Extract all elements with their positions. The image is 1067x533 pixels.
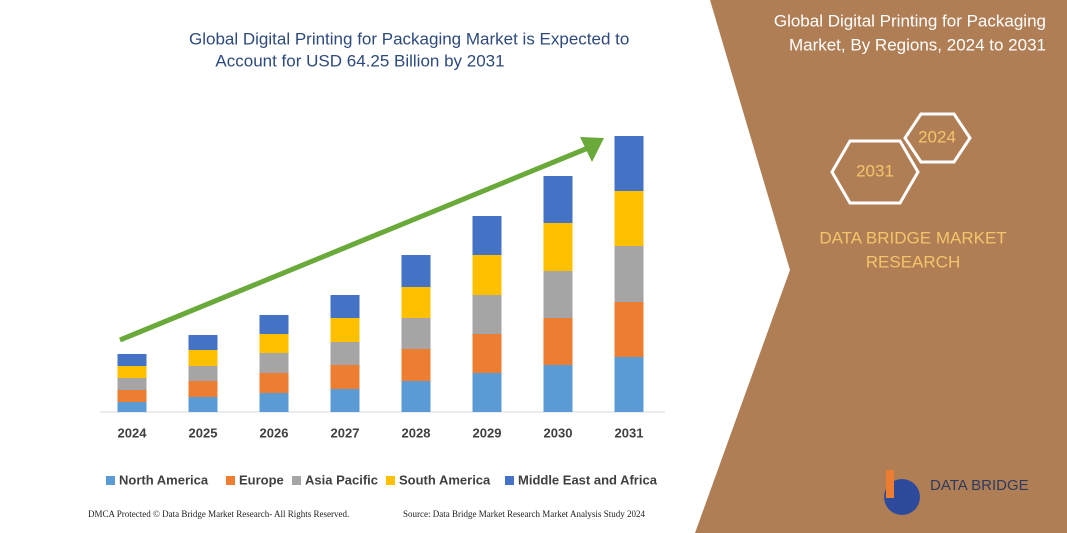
bar-segment bbox=[188, 350, 218, 366]
bar-segment bbox=[259, 334, 289, 353]
hexagon bbox=[830, 139, 920, 205]
bar-segment bbox=[188, 397, 218, 412]
hex-label: 2031 bbox=[856, 161, 894, 180]
legend-swatch bbox=[505, 476, 514, 485]
bar-segment bbox=[401, 349, 431, 381]
bar-segment bbox=[543, 176, 573, 223]
side-title: Market, By Regions, 2024 to 2031 bbox=[789, 35, 1046, 54]
bar-segment bbox=[330, 365, 360, 389]
bar-segment bbox=[117, 390, 147, 402]
footer-right: Source: Data Bridge Market Research Mark… bbox=[403, 509, 645, 519]
bar-segment bbox=[188, 335, 218, 350]
bar-segment bbox=[472, 334, 502, 373]
x-tick-label: 2030 bbox=[544, 425, 573, 440]
bar-segment bbox=[401, 287, 431, 318]
bar-segment bbox=[472, 373, 502, 412]
legend-swatch bbox=[292, 476, 301, 485]
x-tick-label: 2027 bbox=[331, 425, 360, 440]
legend-label: Middle East and Africa bbox=[518, 472, 658, 487]
x-tick-label: 2024 bbox=[118, 425, 148, 440]
footer-left: DMCA Protected © Data Bridge Market Rese… bbox=[88, 509, 349, 519]
brand: RESEARCH bbox=[866, 252, 960, 271]
bar-segment bbox=[543, 223, 573, 271]
bar-segment bbox=[117, 378, 147, 390]
bar-segment bbox=[614, 357, 644, 412]
legend-label: South America bbox=[399, 472, 491, 487]
bar-segment bbox=[330, 318, 360, 342]
bar-segment bbox=[330, 342, 360, 365]
bar-segment bbox=[259, 373, 289, 393]
bar-segment bbox=[472, 255, 502, 295]
legend-label: Europe bbox=[239, 472, 284, 487]
bar-segment bbox=[188, 381, 218, 397]
bar-segment bbox=[472, 216, 502, 255]
legend-label: North America bbox=[119, 472, 209, 487]
x-tick-label: 2031 bbox=[615, 425, 644, 440]
legend-swatch bbox=[226, 476, 235, 485]
bar-segment bbox=[472, 295, 502, 334]
logo-text: DATA BRIDGE bbox=[930, 477, 1029, 494]
bar-segment bbox=[259, 315, 289, 334]
legend-swatch bbox=[386, 476, 395, 485]
bar-segment bbox=[117, 366, 147, 378]
side-panel bbox=[695, 0, 1067, 533]
bar-segment bbox=[330, 295, 360, 318]
bar-segment bbox=[401, 255, 431, 287]
side-title: Global Digital Printing for Packaging bbox=[774, 11, 1046, 30]
x-tick-label: 2029 bbox=[473, 425, 502, 440]
legend-swatch bbox=[106, 476, 115, 485]
trend-arrow bbox=[119, 145, 589, 343]
bar-segment bbox=[401, 318, 431, 349]
logo-mark bbox=[886, 470, 894, 498]
bar-segment bbox=[401, 381, 431, 412]
bar-segment bbox=[543, 271, 573, 318]
bar-segment bbox=[614, 302, 644, 357]
bar-segment bbox=[259, 393, 289, 412]
bar-segment bbox=[330, 389, 360, 412]
arrow-head bbox=[580, 137, 604, 162]
bar-segment bbox=[614, 191, 644, 246]
bar-segment bbox=[543, 318, 573, 365]
bar-segment bbox=[614, 136, 644, 191]
x-tick-label: 2025 bbox=[189, 425, 218, 440]
bars bbox=[117, 136, 644, 412]
bar-segment bbox=[614, 246, 644, 302]
bar-segment bbox=[259, 353, 289, 373]
title: Account for USD 64.25 Billion by 2031 bbox=[215, 51, 504, 70]
hex-label: 2024 bbox=[918, 127, 956, 146]
bar-segment bbox=[117, 354, 147, 366]
legend-label: Asia Pacific bbox=[305, 472, 378, 487]
x-tick-label: 2026 bbox=[260, 425, 289, 440]
bar-segment bbox=[117, 402, 147, 412]
title: Global Digital Printing for Packaging Ma… bbox=[189, 29, 629, 48]
brand: DATA BRIDGE MARKET bbox=[819, 228, 1006, 247]
legend: North America Europe Asia Pacific South Ame… bbox=[106, 472, 658, 487]
bar-segment bbox=[188, 366, 218, 381]
hexagon bbox=[903, 112, 972, 164]
x-tick-label: 2028 bbox=[402, 425, 431, 440]
bar-segment bbox=[543, 365, 573, 412]
